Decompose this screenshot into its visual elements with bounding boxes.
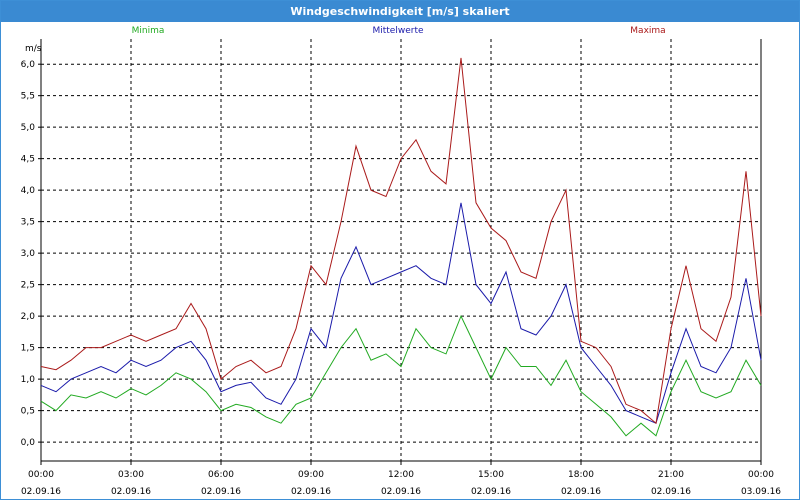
- legend: Minima Mittelwerte Maxima: [132, 26, 666, 36]
- x-tick-label-date: 02.09.16: [381, 487, 421, 497]
- chart-canvas: 0,00,51,01,52,02,53,03,54,04,55,05,56,0 …: [21, 26, 782, 497]
- chart-title: Windgeschwindigkeit [m/s] skaliert: [1, 1, 799, 22]
- x-tick-label-date: 02.09.16: [21, 487, 61, 497]
- x-tick-label-time: 15:00: [478, 470, 504, 480]
- y-tick-label: 0,5: [21, 407, 35, 417]
- y-tick-label: 2,0: [21, 312, 36, 322]
- y-tick-label: 5,0: [21, 123, 36, 133]
- y-axis-label: m/s: [25, 44, 42, 54]
- series-line-minima: [40, 314, 762, 437]
- x-tick-label-time: 00:00: [28, 470, 54, 480]
- y-tick-label: 5,5: [21, 92, 35, 102]
- x-tick-label-date: 02.09.16: [471, 487, 511, 497]
- x-tick-label-time: 09:00: [298, 470, 324, 480]
- y-tick-label: 0,0: [21, 438, 36, 448]
- y-tick-label: 3,5: [21, 218, 35, 228]
- series-group: [40, 57, 762, 437]
- legend-item-maxima: Maxima: [630, 26, 665, 36]
- x-tick-label-date: 03.09.16: [741, 487, 781, 497]
- x-tick-label-time: 06:00: [208, 470, 234, 480]
- x-tick-label-date: 02.09.16: [201, 487, 241, 497]
- x-tick-label-date: 02.09.16: [291, 487, 331, 497]
- x-tick-label-time: 00:00: [748, 470, 774, 480]
- y-tick-label: 1,5: [21, 344, 35, 354]
- y-axis-ticks: 0,0 0,5 1,0 1,5 2,0 2,5 3,0 3,5 4,0 4,5 5,0 5,5 6,0: [21, 60, 41, 448]
- x-tick-label-time: 21:00: [658, 470, 684, 480]
- series-line-mittelwerte: [40, 202, 762, 424]
- legend-item-minima: Minima: [132, 26, 165, 36]
- y-tick-label: 3,0: [21, 249, 36, 259]
- y-tick-label: 1,0: [21, 375, 36, 385]
- y-tick-label: 4,5: [21, 155, 35, 165]
- x-tick-label-time: 18:00: [568, 470, 594, 480]
- x-tick-label-time: 12:00: [388, 470, 414, 480]
- legend-item-mittelwerte: Mittelwerte: [372, 26, 423, 36]
- grid: [40, 39, 762, 461]
- y-tick-label: 2,5: [21, 281, 35, 291]
- y-tick-label: 4,0: [21, 186, 36, 196]
- x-tick-label-date: 02.09.16: [111, 487, 151, 497]
- x-tick-label-date: 02.09.16: [561, 487, 601, 497]
- x-tick-label-date: 02.09.16: [651, 487, 691, 497]
- series-line-maxima: [40, 57, 762, 425]
- x-tick-label-time: 03:00: [118, 470, 144, 480]
- x-axis-ticks: 00:00 02.09.16 03:00 02.09.16 06:00 02.09.16 0…: [21, 461, 781, 497]
- y-tick-label: 6,0: [21, 60, 36, 70]
